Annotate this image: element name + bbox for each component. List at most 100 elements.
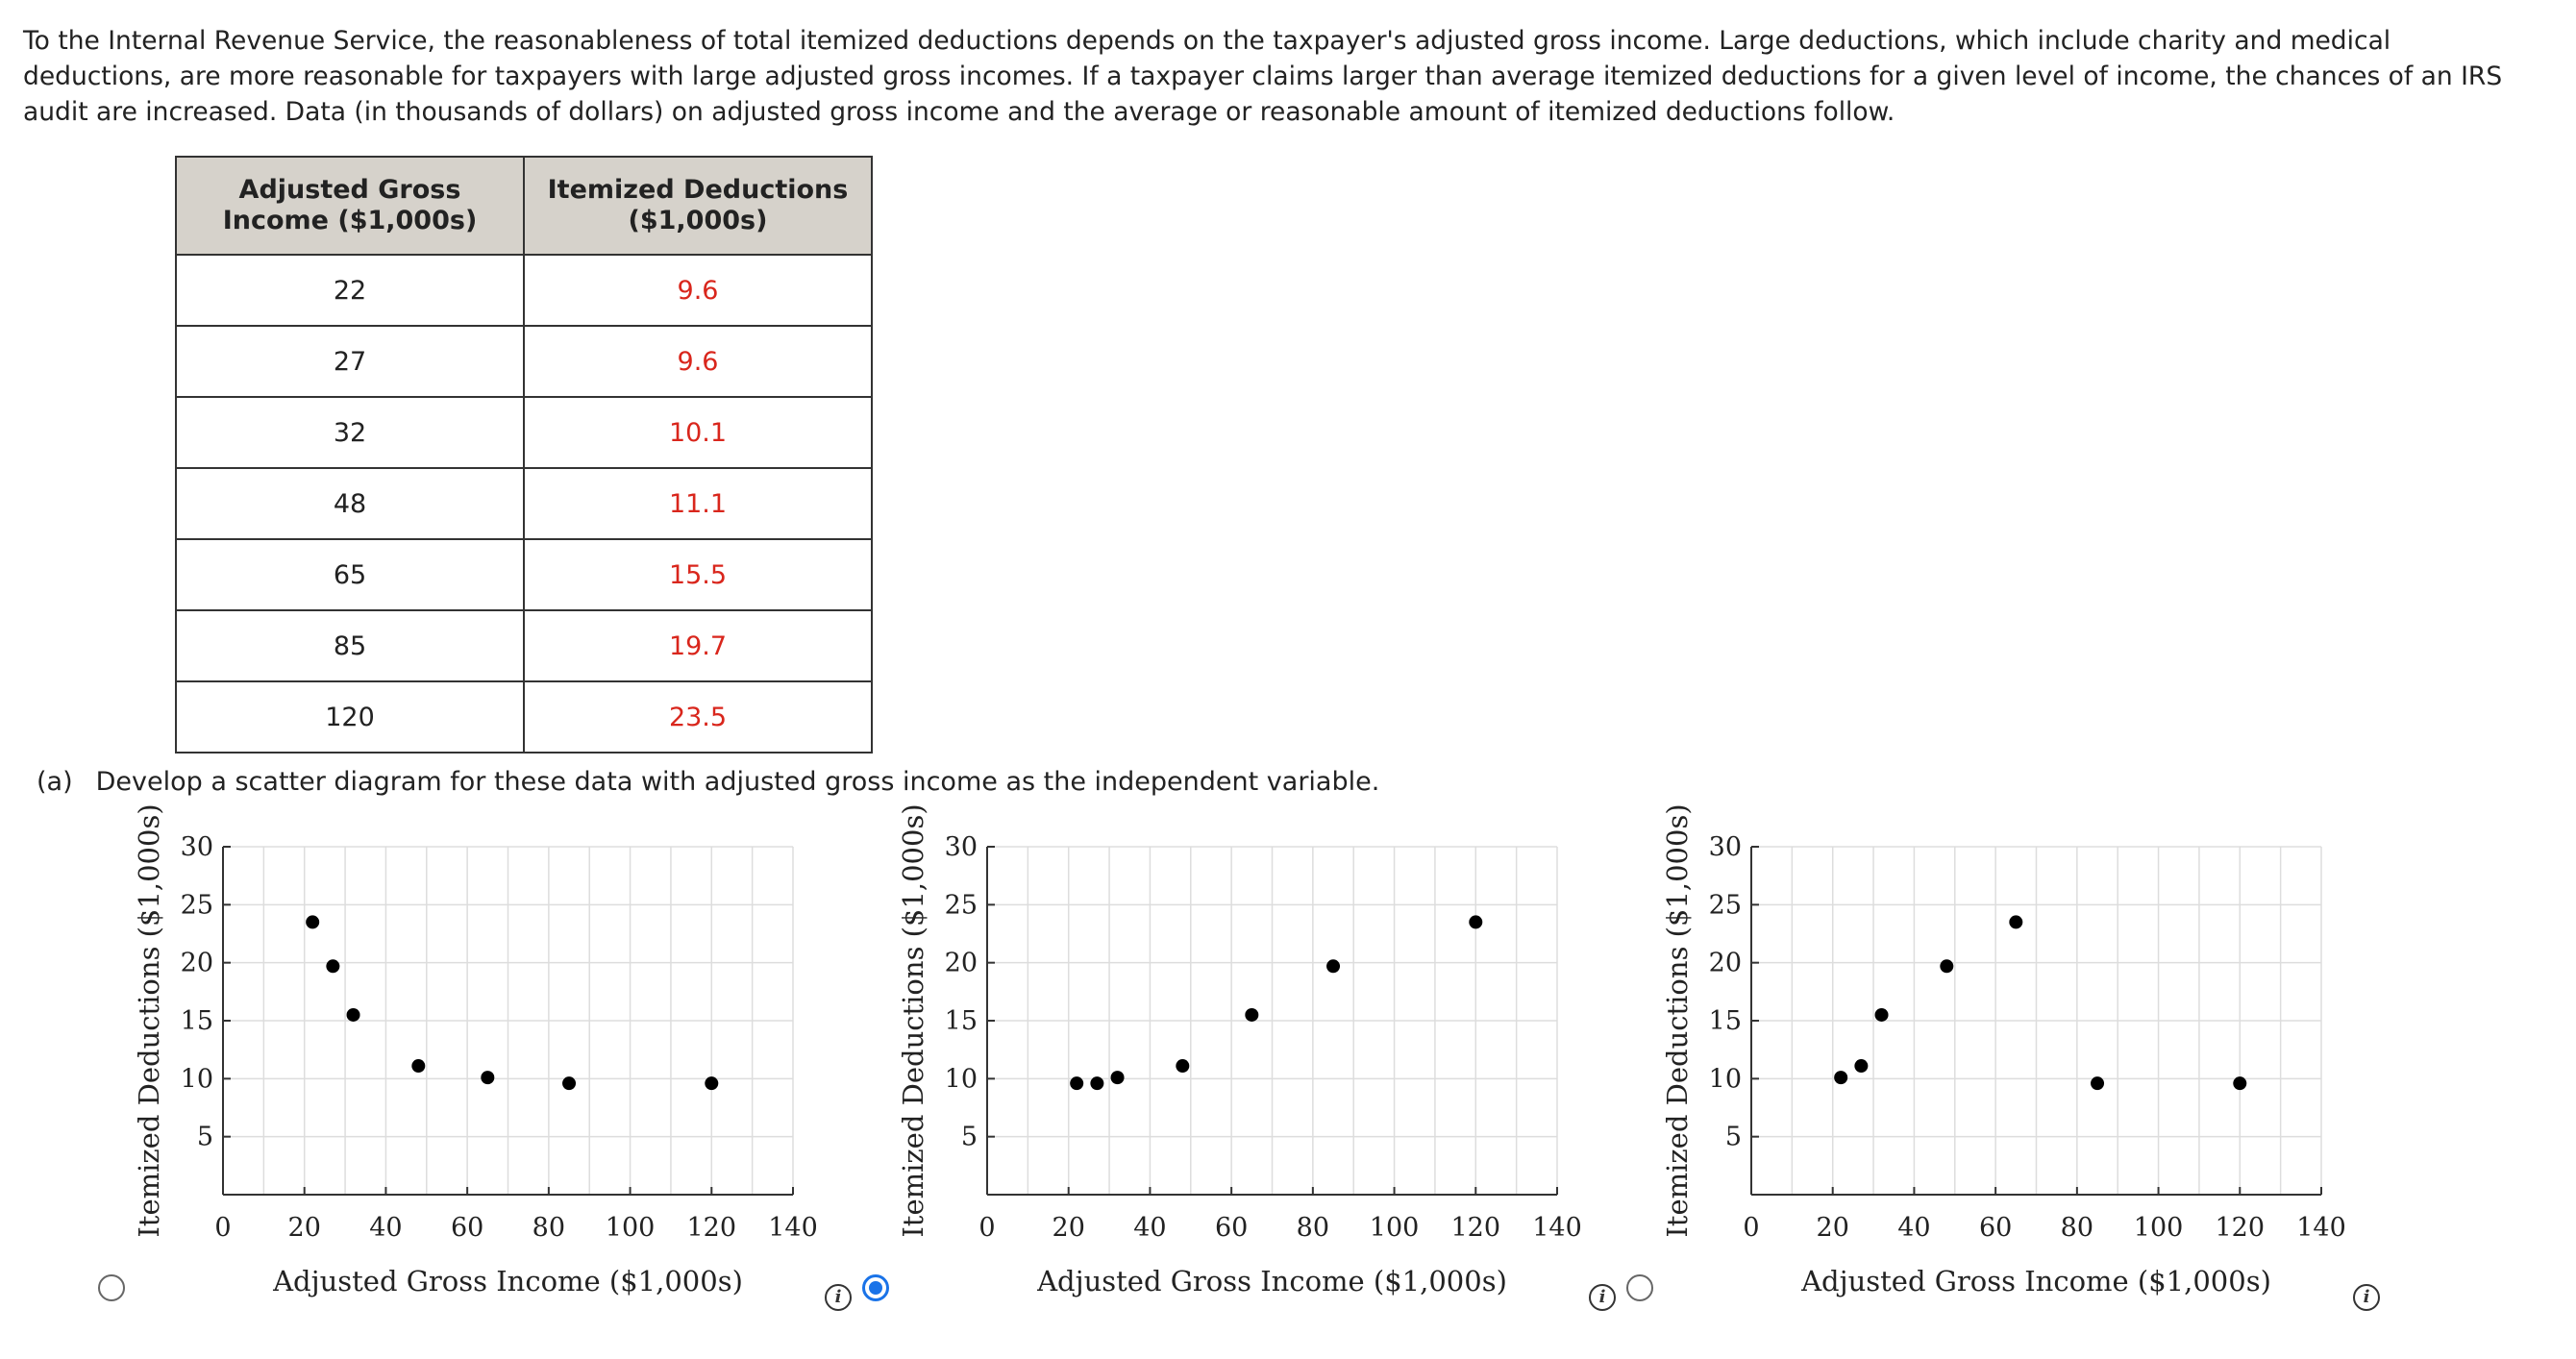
y-tick-label: 20 [945, 949, 978, 978]
data-point [1940, 959, 1954, 974]
problem-statement: To the Internal Revenue Service, the rea… [23, 26, 2503, 127]
option-2-radio[interactable] [862, 1274, 889, 1301]
y-tick-label: 10 [1709, 1064, 1742, 1094]
x-tick-label: 20 [1817, 1213, 1849, 1243]
deduction-cell: 11.1 [523, 467, 873, 540]
y-axis-label: Itemized Deductions ($1,000s) [1661, 803, 1694, 1237]
data-point [1176, 1059, 1190, 1074]
y-tick-label: 15 [1709, 1006, 1742, 1036]
y-tick-label: 15 [181, 1006, 213, 1036]
income-cell: 65 [175, 538, 525, 611]
data-point [306, 915, 320, 929]
option-3-radio[interactable] [1626, 1274, 1653, 1301]
data-point [326, 959, 340, 974]
x-tick-label: 80 [2061, 1213, 2093, 1243]
data-point [1090, 1076, 1104, 1091]
data-point [1469, 915, 1483, 929]
header-adjusted-gross-income: Adjusted Gross Income ($1,000s) [175, 156, 525, 256]
data-point [1245, 1007, 1259, 1022]
x-tick-label: 120 [2216, 1213, 2266, 1243]
x-tick-label: 60 [1979, 1213, 2012, 1243]
table-row: 120 23.5 [175, 680, 873, 754]
y-tick-label: 30 [1709, 832, 1742, 862]
table-row: 85 19.7 [175, 609, 873, 682]
y-tick-label: 20 [1709, 949, 1742, 978]
scatter-plot-svg: 0 20 40 60 80 100 120 140 5 10 15 20 25 30 Adjusted Gr… [133, 803, 818, 1297]
data-point [1854, 1059, 1869, 1074]
table-header-row: Adjusted Gross Income ($1,000s) Itemized… [175, 156, 873, 256]
scatter-plot-option-1: 0 20 40 60 80 100 120 140 5 10 15 20 25 30 Adjusted Gr… [125, 803, 894, 1305]
income-cell: 48 [175, 467, 525, 540]
scatter-plot-option-2: 0 20 40 60 80 100 120 140 5 10 15 20 25 30 Adjusted Gr… [889, 803, 1658, 1305]
x-tick-label: 120 [1451, 1213, 1501, 1243]
table-row: 48 11.1 [175, 467, 873, 540]
x-tick-label: 20 [1053, 1213, 1085, 1243]
data-point [705, 1076, 719, 1091]
table-row: 32 10.1 [175, 396, 873, 469]
y-tick-label: 5 [961, 1123, 978, 1152]
scatter-plot-svg: 0 20 40 60 80 100 120 140 5 10 15 20 25 30 Adjusted Gr… [1661, 803, 2346, 1297]
income-cell: 27 [175, 325, 525, 398]
x-tick-label: 100 [606, 1213, 656, 1243]
y-tick-label: 5 [197, 1123, 213, 1152]
x-tick-label: 100 [1370, 1213, 1420, 1243]
x-tick-label: 60 [451, 1213, 483, 1243]
y-tick-label: 25 [1709, 890, 1742, 920]
x-tick-label: 140 [768, 1213, 818, 1243]
x-tick-label: 80 [533, 1213, 565, 1243]
x-tick-label: 100 [2134, 1213, 2184, 1243]
question-a: (a) Develop a scatter diagram for these d… [37, 767, 1379, 797]
table-row: 27 9.6 [175, 325, 873, 398]
x-axis-label: Adjusted Gross Income ($1,000s) [1036, 1265, 1507, 1297]
deduction-cell: 10.1 [523, 396, 873, 469]
x-axis-label: Adjusted Gross Income ($1,000s) [1800, 1265, 2271, 1297]
scatter-plot-svg: 0 20 40 60 80 100 120 140 5 10 15 20 25 30 Adjusted Gr… [897, 803, 1582, 1297]
data-point [1070, 1076, 1084, 1091]
data-table: Adjusted Gross Income ($1,000s) Itemized… [175, 156, 873, 754]
x-axis-label: Adjusted Gross Income ($1,000s) [272, 1265, 743, 1297]
data-point [346, 1007, 360, 1022]
data-point [2009, 915, 2023, 929]
y-tick-label: 10 [945, 1064, 978, 1094]
income-cell: 32 [175, 396, 525, 469]
info-icon[interactable]: i [1589, 1284, 1616, 1311]
data-point [481, 1071, 495, 1085]
table-row: 22 9.6 [175, 254, 873, 327]
option-1-radio[interactable] [98, 1274, 125, 1301]
x-tick-label: 60 [1215, 1213, 1248, 1243]
income-cell: 85 [175, 609, 525, 682]
x-tick-label: 80 [1297, 1213, 1329, 1243]
question-text: Develop a scatter diagram for these data… [95, 767, 1380, 797]
x-tick-label: 20 [288, 1213, 321, 1243]
y-tick-label: 25 [181, 890, 213, 920]
x-tick-label: 40 [369, 1213, 402, 1243]
deduction-cell: 23.5 [523, 680, 873, 754]
deduction-cell: 9.6 [523, 325, 873, 398]
x-tick-label: 140 [2296, 1213, 2346, 1243]
y-axis-label: Itemized Deductions ($1,000s) [897, 803, 929, 1237]
table-row: 65 15.5 [175, 538, 873, 611]
deduction-cell: 15.5 [523, 538, 873, 611]
scatter-plot-option-3: 0 20 40 60 80 100 120 140 5 10 15 20 25 30 Adjusted Gr… [1653, 803, 2422, 1305]
data-point [1874, 1007, 1889, 1022]
y-tick-label: 15 [945, 1006, 978, 1036]
income-cell: 120 [175, 680, 525, 754]
y-tick-label: 5 [1725, 1123, 1742, 1152]
x-tick-label: 0 [978, 1213, 995, 1243]
income-cell: 22 [175, 254, 525, 327]
data-point [562, 1076, 577, 1091]
y-tick-label: 20 [181, 949, 213, 978]
x-tick-label: 0 [214, 1213, 231, 1243]
data-point [2233, 1076, 2247, 1091]
deduction-cell: 9.6 [523, 254, 873, 327]
y-tick-label: 30 [181, 832, 213, 862]
y-tick-label: 10 [181, 1064, 213, 1094]
x-tick-label: 40 [1133, 1213, 1166, 1243]
x-tick-label: 40 [1897, 1213, 1930, 1243]
y-tick-label: 25 [945, 890, 978, 920]
info-icon[interactable]: i [2353, 1284, 2380, 1311]
header-itemized-deductions: Itemized Deductions ($1,000s) [523, 156, 873, 256]
y-tick-label: 30 [945, 832, 978, 862]
info-icon[interactable]: i [825, 1284, 852, 1311]
x-tick-label: 120 [687, 1213, 737, 1243]
